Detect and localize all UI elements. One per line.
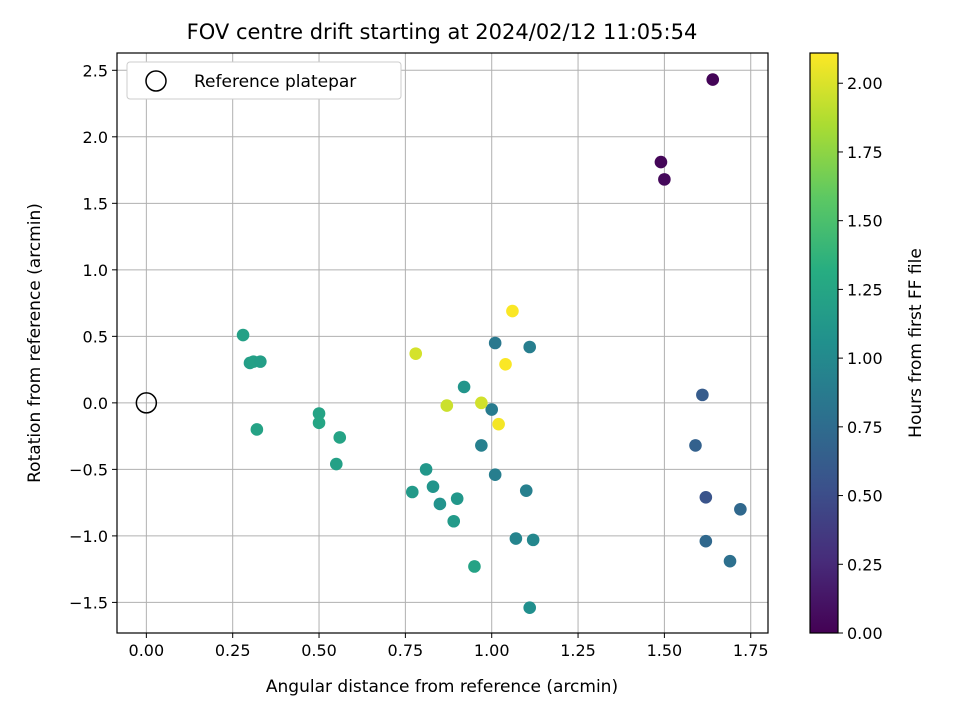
x-tick-label: 1.25 bbox=[560, 641, 596, 660]
colorbar-tick-label: 1.75 bbox=[847, 143, 883, 162]
y-tick-label: 0.0 bbox=[83, 394, 108, 413]
colorbar-tick-label: 0.75 bbox=[847, 418, 883, 437]
scatter-point bbox=[488, 336, 502, 350]
scatter-point bbox=[654, 155, 668, 169]
plot-area-frame bbox=[116, 52, 769, 634]
scatter-point bbox=[254, 355, 267, 368]
scatter-point bbox=[689, 439, 702, 452]
y-axis-label: Rotation from reference (arcmin) bbox=[25, 203, 45, 483]
grid-lines bbox=[117, 53, 768, 633]
scatter-point bbox=[330, 457, 343, 471]
colorbar-ticks: 0.00 0.25 0.50 0.75 1.00 1.25 1.50 1.75 2.00 bbox=[838, 74, 883, 643]
scatter-point bbox=[433, 497, 447, 511]
legend-label: Reference platepar bbox=[194, 72, 356, 92]
scatter-point bbox=[723, 554, 737, 568]
scatter-point bbox=[706, 73, 720, 86]
scatter-point bbox=[699, 491, 713, 504]
legend: Reference platepar bbox=[126, 61, 402, 100]
scatter-point bbox=[696, 388, 709, 402]
scatter-point bbox=[447, 514, 461, 528]
colorbar-tick-label: 2.00 bbox=[847, 74, 883, 93]
scatter-point bbox=[450, 492, 464, 505]
y-tick-label: 2.5 bbox=[83, 61, 108, 80]
colorbar-label: Hours from first FF file bbox=[906, 248, 926, 438]
x-tick-label: 0.50 bbox=[301, 641, 337, 660]
scatter-point bbox=[250, 423, 264, 436]
x-tick-label: 0.75 bbox=[388, 641, 424, 660]
y-tick-label: 1.5 bbox=[83, 194, 108, 213]
x-tick-label: 1.00 bbox=[474, 641, 510, 660]
colorbar-tick-label: 1.50 bbox=[847, 212, 883, 231]
y-tick-label: 1.0 bbox=[83, 261, 108, 280]
scatter-point bbox=[523, 601, 537, 615]
scatter-point bbox=[734, 502, 747, 516]
colorbar-tick-label: 0.00 bbox=[847, 624, 883, 643]
scatter-point bbox=[699, 534, 713, 548]
scatter-point bbox=[468, 560, 481, 573]
scatter-point bbox=[312, 407, 326, 420]
x-axis-label: Angular distance from reference (arcmin) bbox=[266, 677, 618, 697]
scatter-point bbox=[506, 304, 519, 318]
scatter-point bbox=[440, 399, 454, 412]
scatter-point bbox=[475, 396, 488, 410]
scatter-point bbox=[405, 485, 419, 499]
y-tick-label: −1.5 bbox=[69, 593, 108, 612]
legend-box bbox=[126, 61, 402, 100]
scatter-point bbox=[419, 463, 433, 476]
x-tick-label: 1.75 bbox=[733, 641, 769, 660]
y-tick-label: −1.0 bbox=[69, 527, 108, 546]
scatter-point bbox=[426, 480, 440, 493]
chart-title: FOV centre drift starting at 2024/02/12 … bbox=[187, 20, 698, 44]
colorbar-tick-label: 0.50 bbox=[847, 487, 883, 506]
x-tick-label: 0.00 bbox=[129, 641, 165, 660]
scatter-point bbox=[523, 340, 537, 354]
scatter-point bbox=[488, 468, 502, 481]
scatter-points bbox=[236, 73, 747, 615]
scatter-point bbox=[333, 431, 347, 444]
y-axis: −1.5 −1.0 −0.5 0.0 0.5 1.0 1.5 2.0 2.5 bbox=[69, 61, 117, 612]
scatter-point bbox=[658, 173, 671, 186]
y-tick-label: −0.5 bbox=[69, 460, 108, 479]
colorbar bbox=[809, 52, 839, 634]
colorbar-tick-label: 1.25 bbox=[847, 280, 883, 299]
scatter-point bbox=[236, 328, 250, 342]
scatter-point bbox=[526, 533, 540, 547]
x-tick-label: 0.25 bbox=[215, 641, 251, 660]
scatter-point bbox=[312, 416, 326, 430]
colorbar-tick-label: 0.25 bbox=[847, 555, 883, 574]
x-tick-label: 1.50 bbox=[647, 641, 683, 660]
scatter-point bbox=[409, 347, 423, 360]
colorbar-tick-label: 1.00 bbox=[847, 349, 883, 368]
legend-marker-open-circle bbox=[145, 70, 167, 92]
reference-platepar-marker bbox=[135, 392, 158, 414]
scatter-point bbox=[499, 357, 512, 371]
scatter-point bbox=[457, 380, 471, 394]
scatter-point bbox=[485, 403, 499, 416]
x-axis: 0.00 0.25 0.50 0.75 1.00 1.25 1.50 1.75 bbox=[129, 633, 769, 660]
y-tick-label: 2.0 bbox=[83, 128, 108, 147]
scatter-point bbox=[519, 484, 533, 497]
scatter-point bbox=[492, 417, 505, 431]
scatter-point bbox=[509, 532, 523, 545]
scatter-point bbox=[475, 439, 488, 452]
y-tick-label: 0.5 bbox=[83, 327, 108, 346]
